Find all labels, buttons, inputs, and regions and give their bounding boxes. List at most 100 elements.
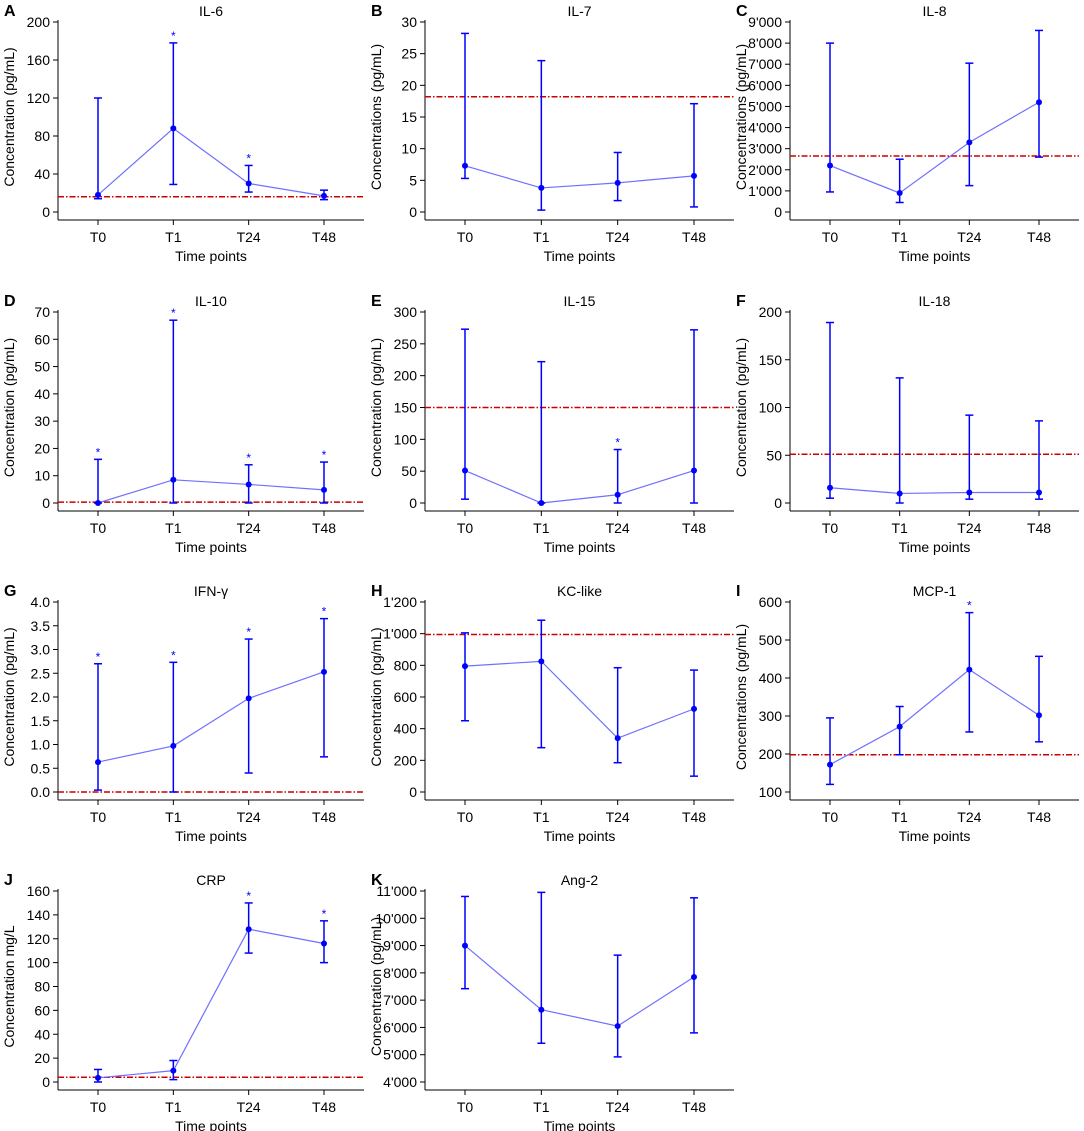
y-tick-label: 7'000 xyxy=(383,992,417,1008)
y-tick-label: 100 xyxy=(394,431,418,447)
y-tick-label: 6'000 xyxy=(748,77,782,93)
significance-star: * xyxy=(246,889,251,903)
x-axis-label: Time points xyxy=(544,539,616,555)
y-tick-label: 1.5 xyxy=(31,713,51,729)
chart-panel-H: H KC-like 0 200 400 600 800 1'000 1'200 T0 T1 T24 T4… xyxy=(368,583,734,844)
y-tick-label: 25 xyxy=(401,46,417,62)
x-axis-label: Time points xyxy=(899,539,971,555)
y-tick-label: 1'200 xyxy=(383,594,417,610)
chart-title: MCP-1 xyxy=(913,583,957,599)
x-tick-label: T24 xyxy=(606,520,630,536)
chart-title: CRP xyxy=(196,872,226,888)
series-line xyxy=(829,101,1040,194)
chart-panel-D: D IL-10 0 10 20 30 40 50 60 70 T0 T1 T24 T48 Time poin… xyxy=(1,293,364,555)
x-tick-label: T24 xyxy=(237,520,261,536)
y-tick-label: 20 xyxy=(401,77,417,93)
y-tick-label: 15 xyxy=(401,109,417,125)
y-tick-label: 8'000 xyxy=(383,965,417,981)
data-point xyxy=(321,668,327,675)
y-tick-label: 20 xyxy=(34,1050,50,1066)
series-line xyxy=(829,487,1039,495)
x-tick-label: T0 xyxy=(457,520,474,536)
y-axis-label: Concentration (pg/mL) xyxy=(1,338,17,477)
y-tick-label: 100 xyxy=(759,400,783,416)
y-axis-label: Concentration (pg/mL) xyxy=(733,338,749,477)
series-line xyxy=(97,928,325,1079)
significance-star: * xyxy=(246,151,251,165)
x-axis-label: Time points xyxy=(175,248,247,264)
data-point xyxy=(896,190,903,196)
x-tick-label: T1 xyxy=(533,809,550,825)
significance-star: * xyxy=(246,625,251,639)
significance-star: * xyxy=(171,648,176,662)
panel-letter: C xyxy=(736,3,748,20)
y-tick-label: 800 xyxy=(394,657,418,673)
data-point xyxy=(614,179,621,186)
data-point xyxy=(245,695,252,702)
panel-letter: E xyxy=(371,293,382,310)
y-tick-label: 160 xyxy=(27,52,51,68)
series-line xyxy=(464,165,695,189)
y-tick-label: 200 xyxy=(27,14,51,30)
y-tick-label: 60 xyxy=(34,331,50,347)
y-tick-label: 0.0 xyxy=(31,784,51,800)
x-tick-label: T1 xyxy=(165,809,182,825)
y-tick-label: 0 xyxy=(409,495,417,511)
x-tick-label: T48 xyxy=(682,520,706,536)
y-tick-label: 0 xyxy=(409,204,417,220)
y-tick-label: 500 xyxy=(759,632,783,648)
x-tick-label: T0 xyxy=(90,520,107,536)
y-axis-label: Concentration (pg/mL) xyxy=(1,627,17,766)
data-point xyxy=(827,484,833,491)
data-point xyxy=(95,1074,101,1081)
data-point xyxy=(691,172,697,179)
data-point xyxy=(691,973,697,980)
data-point xyxy=(966,139,973,146)
x-axis-label: Time points xyxy=(899,248,971,264)
x-tick-label: T48 xyxy=(1027,229,1051,245)
y-tick-label: 7'000 xyxy=(748,56,782,72)
y-tick-label: 2'000 xyxy=(748,162,782,178)
data-point xyxy=(1036,99,1042,106)
x-tick-label: T0 xyxy=(457,809,474,825)
data-point xyxy=(966,489,973,496)
y-tick-label: 300 xyxy=(759,708,783,724)
x-tick-label: T0 xyxy=(90,1099,107,1115)
data-point xyxy=(1036,489,1042,496)
y-tick-label: 50 xyxy=(34,359,50,375)
x-tick-label: T1 xyxy=(165,229,182,245)
y-tick-label: 0 xyxy=(42,495,50,511)
data-point xyxy=(538,1006,545,1013)
x-tick-label: T0 xyxy=(822,520,839,536)
y-tick-label: 1.0 xyxy=(31,737,51,753)
data-point xyxy=(462,162,468,169)
chart-panel-J: J CRP 0 20 40 60 80 100 120 140 160 T0 T1 T24 T48 Time … xyxy=(1,872,364,1131)
data-point xyxy=(321,486,327,493)
data-point xyxy=(1036,712,1042,719)
data-point xyxy=(170,742,177,749)
x-tick-label: T0 xyxy=(90,229,107,245)
y-tick-label: 150 xyxy=(394,400,418,416)
chart-panel-I: I MCP-1 100 200 300 400 500 600 T0 T1 T24 T48 Time p… xyxy=(733,583,1079,844)
y-tick-label: 80 xyxy=(34,128,50,144)
x-axis-label: Time points xyxy=(544,248,616,264)
data-point xyxy=(95,759,101,766)
y-axis-label: Concentration (pg/mL) xyxy=(368,338,384,477)
y-tick-label: 6'000 xyxy=(383,1019,417,1035)
x-tick-label: T0 xyxy=(90,809,107,825)
x-tick-label: T1 xyxy=(165,1099,182,1115)
significance-star: * xyxy=(322,907,327,921)
data-point xyxy=(462,942,468,949)
y-tick-label: 200 xyxy=(394,752,418,768)
chart-title: IL-15 xyxy=(564,293,596,309)
panel-letter: B xyxy=(371,3,383,20)
y-tick-label: 2.0 xyxy=(31,689,51,705)
significance-star: * xyxy=(171,29,176,43)
panel-letter: A xyxy=(4,3,16,20)
chart-panel-C: C IL-8 0 1'000 2'000 3'000 4'000 5'000 6'000 7'00… xyxy=(733,3,1079,264)
data-point xyxy=(95,500,101,506)
y-tick-label: 4'000 xyxy=(383,1074,417,1090)
y-tick-label: 0 xyxy=(42,204,50,220)
x-tick-label: T24 xyxy=(606,1099,630,1115)
